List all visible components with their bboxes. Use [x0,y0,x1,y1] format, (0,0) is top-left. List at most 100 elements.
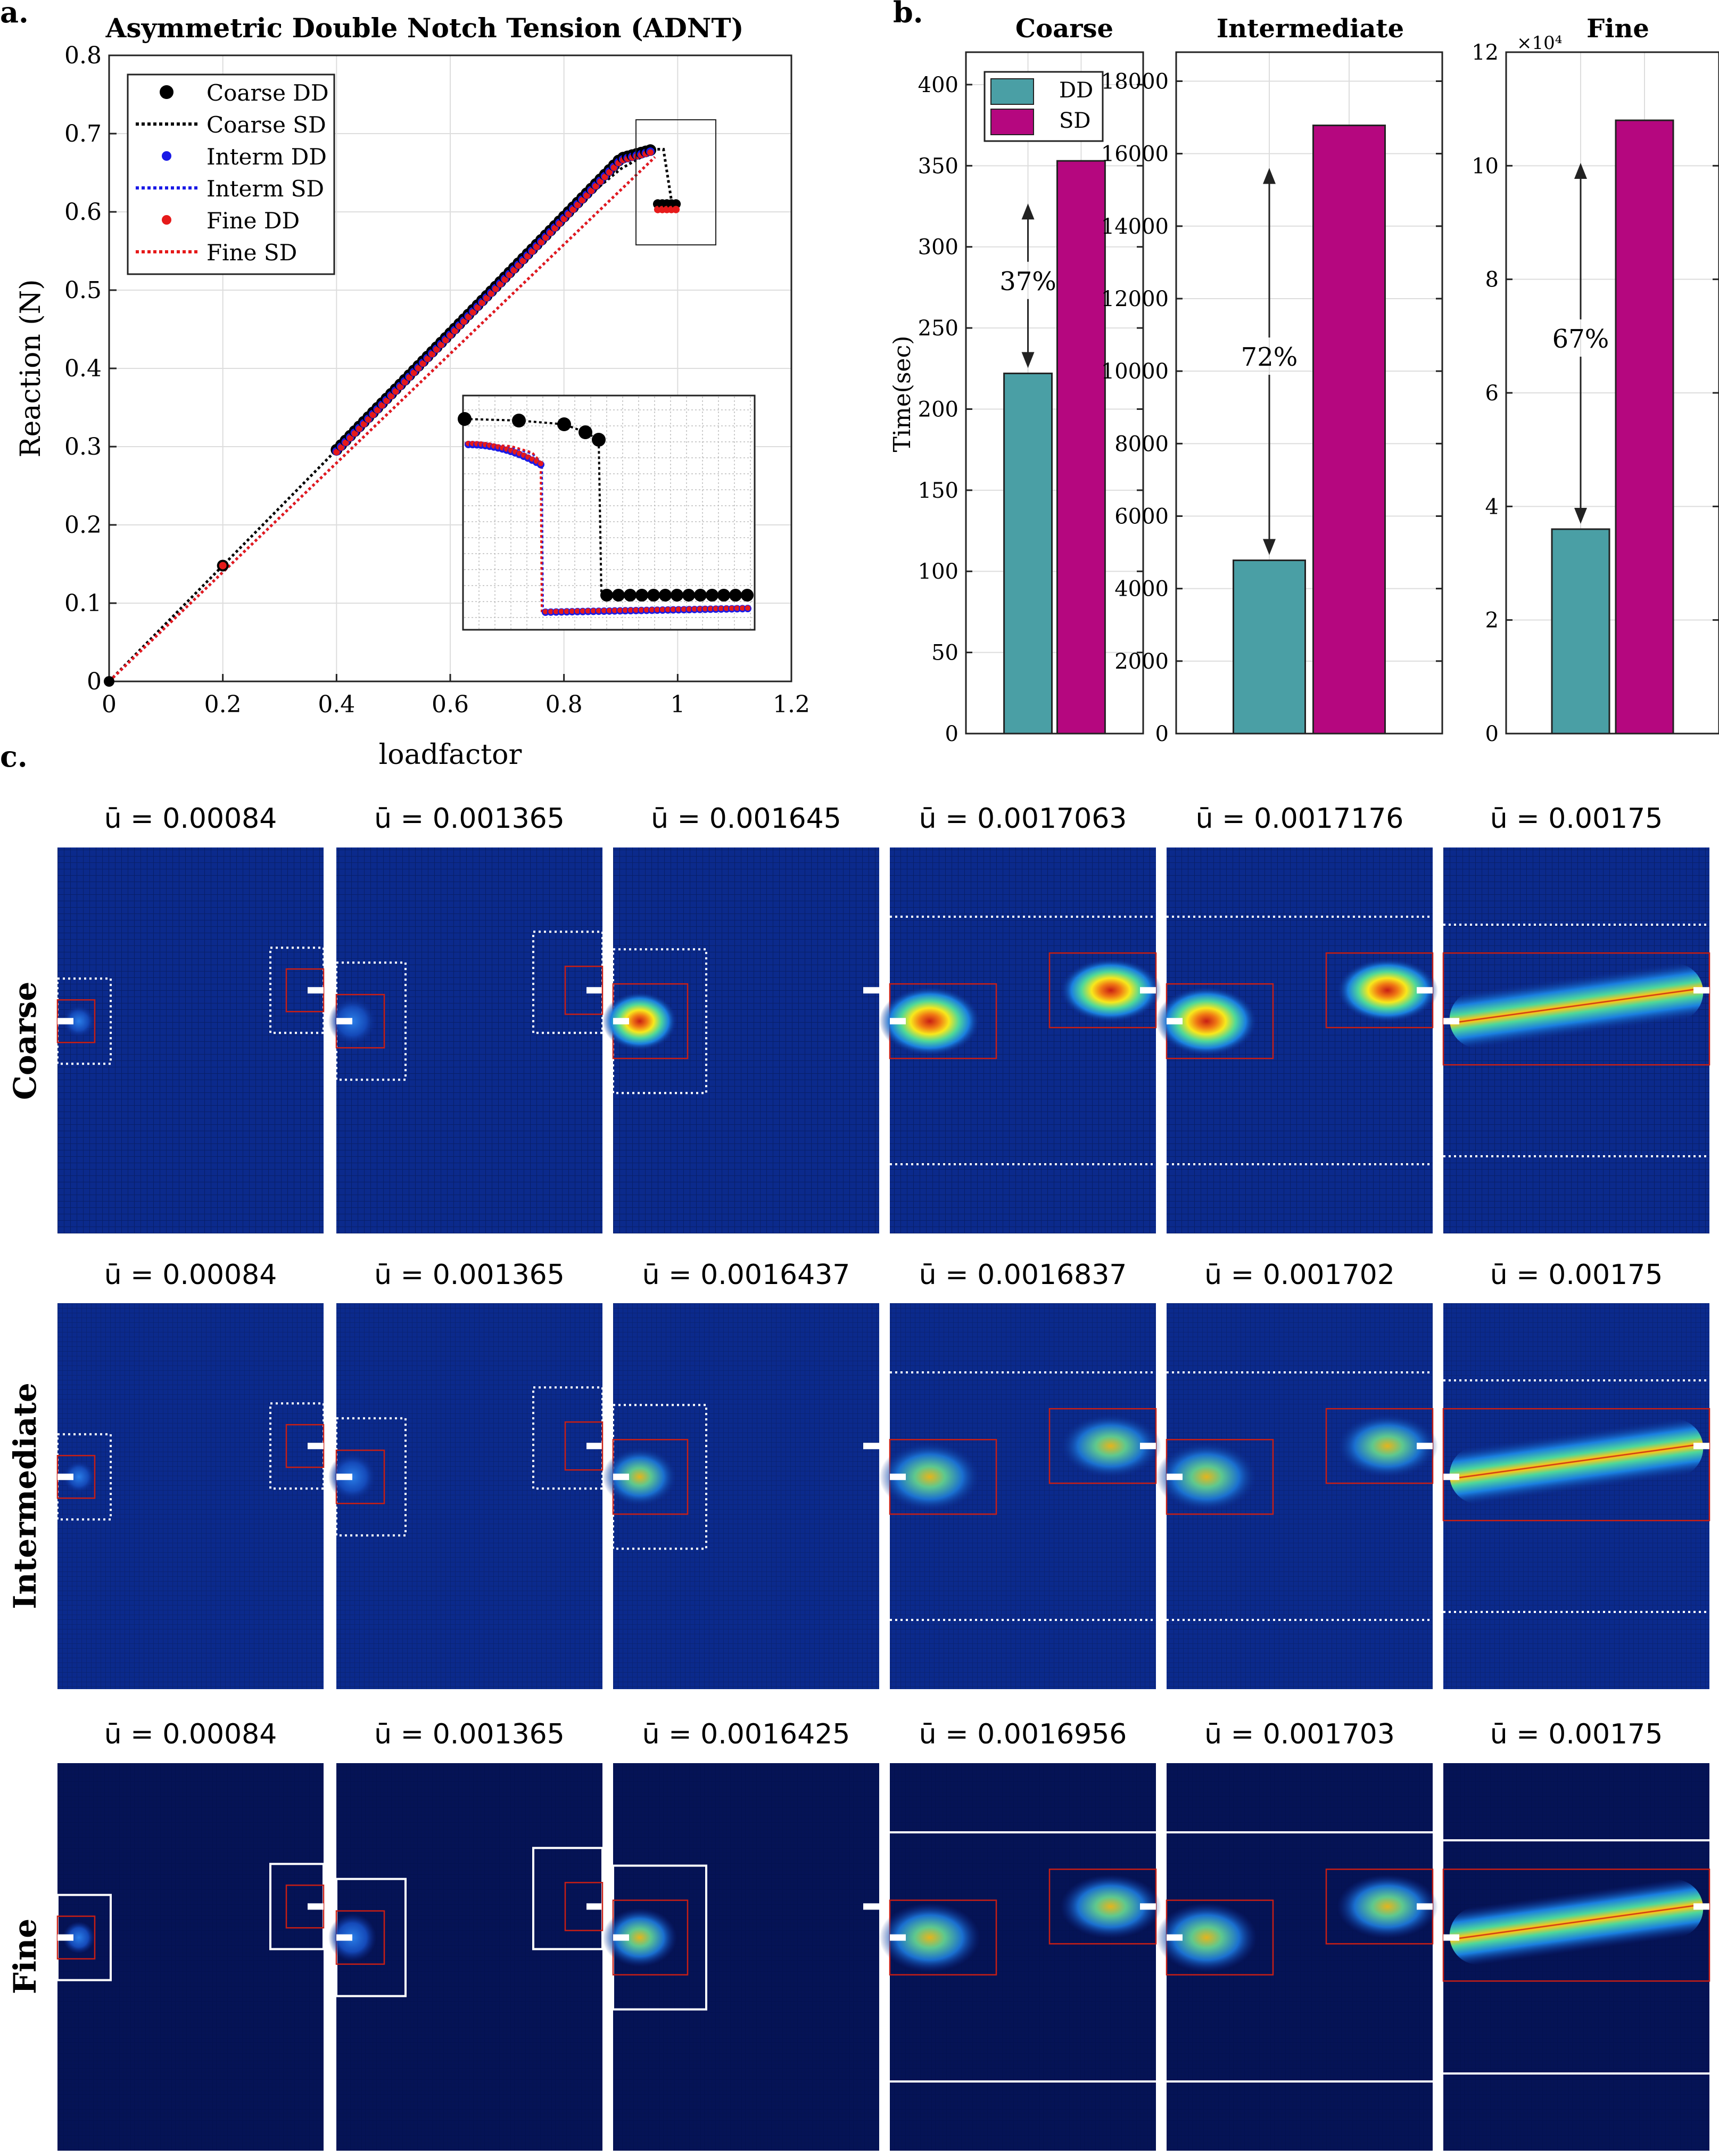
damage-band [1449,962,1704,1049]
heatmap-tile-title: ū = 0.001365 [374,803,565,835]
fine-dd-point [524,253,531,260]
chart-b-legend: DD SD [984,71,1104,142]
damage-blob [1337,1414,1438,1478]
refine-box [1442,1408,1710,1521]
fine-dd-point [565,211,572,218]
bar-y-tick-label: 8000 [1114,432,1169,456]
inset-fine-point [718,606,724,612]
inset-coarse-point [659,589,672,602]
fine-dd-point [592,183,599,190]
bar-sd [1056,160,1106,735]
fine-dd-point [606,169,613,176]
subdomain-box [612,948,707,1095]
heatmap-tile-mesh [57,1763,324,2151]
bar-y-tick-label: 12000 [1101,287,1169,311]
inset-coarse-point [612,589,625,602]
damage-blob [602,1908,677,1967]
inset-fine-point [612,607,617,613]
notch-left [336,1474,352,1480]
inset-fine-point [607,607,612,613]
inset-fine-point [591,608,596,614]
fine-dd-point [460,318,467,325]
legend-label: Interm DD [206,144,327,170]
inset-fine-point [655,607,660,613]
damage-blob [63,1005,95,1038]
panel-c: Coarse ū = 0.00084 ū = 0.001365 ū = 0.00164… [7,803,1710,2151]
fine-dd-point [433,346,440,353]
chart-a-title: Asymmetric Double Notch Tension (ADNT) [105,12,744,44]
legend-label: Interm SD [206,176,324,202]
fine-dd-point [478,299,485,306]
panel-label-a: a. [0,0,29,29]
notch-left [890,1018,906,1025]
heatmap-tile-title: ū = 0.0016837 [919,1259,1127,1291]
bar-chart-title: Intermediate [1217,14,1404,44]
fine-dd-point [387,393,394,400]
refine-box [1442,1869,1710,1982]
notch-left [890,1934,906,1941]
fine-dd-point [597,178,604,185]
bar-y-tick-label: 400 [918,73,958,97]
heatmap-tile-title: ū = 0.00084 [104,1718,277,1750]
fine-dd-point [342,439,349,446]
bar-y-tick-label: 150 [918,479,958,503]
inset-fine-point [601,608,607,614]
heatmap-tile-title: ū = 0.001365 [374,1259,565,1291]
fine-dd-point [588,187,594,194]
inset-fine-point [713,606,718,612]
inset-coarse-point [671,589,683,602]
legend-label: Fine DD [206,208,300,234]
bar-y-tick-label: 2 [1485,608,1499,633]
fine-dd-point [487,290,494,297]
inset-coarse-point [512,414,526,427]
inset-fine-point [729,605,734,611]
fine-dd-point [519,258,526,265]
legend-label: Coarse SD [206,112,326,138]
fine-dd-point [351,430,358,437]
panel-label-b: b. [893,0,923,29]
inset-fine-point [559,608,564,614]
notch-right [863,1443,879,1450]
heatmap-tile-title: ū = 0.0016956 [919,1718,1127,1750]
fine-dd-point [542,234,549,241]
coarse-dd-point [671,199,681,209]
notch-left [1443,1474,1459,1480]
notch-left [1167,1934,1183,1941]
notch-right [308,1443,324,1450]
inset-coarse-point [624,589,637,602]
x-tick-label: 0.4 [318,691,355,718]
bar-y-tick-label: 18000 [1101,69,1169,94]
heatmap-tile-title: ū = 0.0017176 [1196,803,1404,835]
legend-marker-dot [162,215,171,225]
chart-a-inset [458,394,756,631]
bar-y-tick-label: 300 [918,235,958,260]
chart-a-legend: Coarse DD Coarse SD Interm DD Interm SD Fine… [127,73,335,275]
fine-dd-point [360,421,367,427]
fine-dd-point [356,425,363,432]
heatmap-tile-mesh [336,847,602,1233]
inset-fine-point [633,607,639,613]
fine-dd-point [501,276,508,283]
bar-y-tick-label: 6 [1485,381,1499,406]
inset-coarse-point [682,589,695,602]
heatmap-tile-title: ū = 0.00175 [1490,803,1663,835]
fine-dd-point [533,243,540,250]
fine-dd-point [424,356,431,363]
y-tick-label: 0.1 [64,590,102,617]
damage-blob [602,1447,677,1507]
heatmap-tile-mesh [336,1763,602,2151]
annotation-arrowhead [1574,163,1587,179]
notch-right [863,1903,879,1910]
bar-dd [1551,528,1610,735]
refine-box [564,1421,604,1471]
damage-blob [63,1921,95,1954]
fine-dd-point [383,397,390,404]
fine-dd-point [465,314,472,320]
y-tick-label: 0.5 [64,277,102,304]
x-tick-label: 0.6 [432,691,469,718]
bar-chart-title: Coarse [1015,14,1113,44]
fine-dd-point [510,267,517,274]
fine-dd-point [610,164,617,171]
annotation-arrowhead [1263,539,1276,555]
bar-y-tick-label: 10000 [1101,359,1169,384]
